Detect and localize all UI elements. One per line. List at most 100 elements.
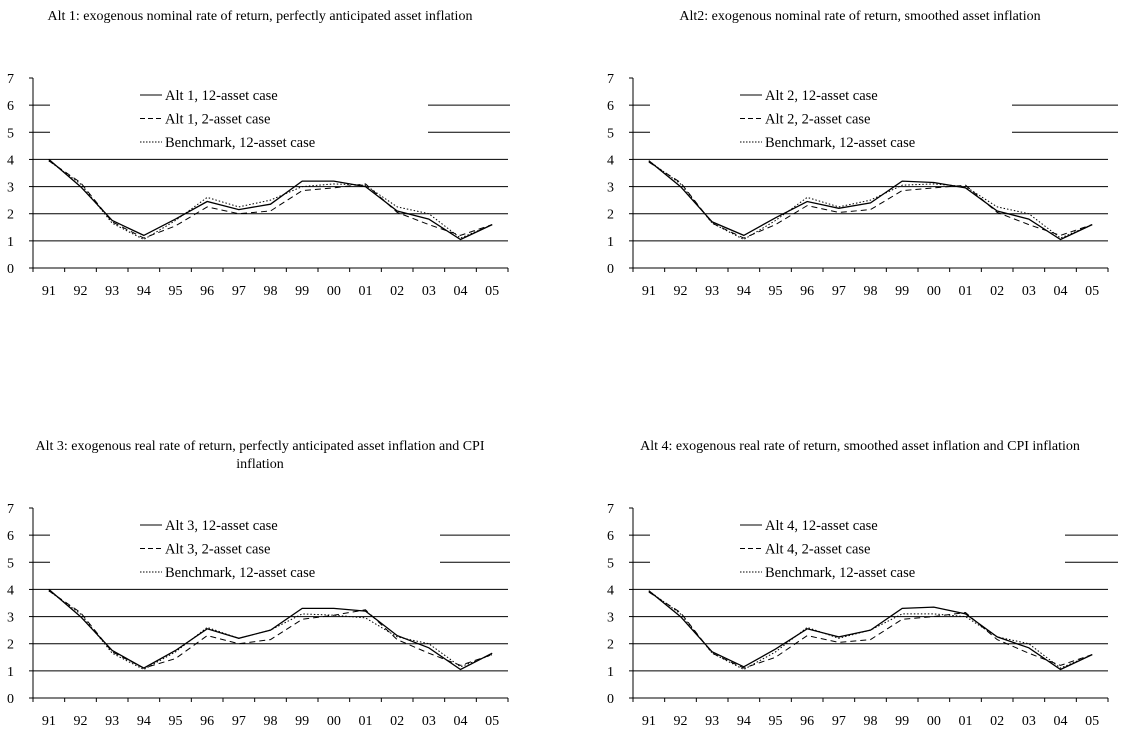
y-tick-label: 2 [607,638,614,653]
y-tick-label: 3 [7,611,14,626]
series-line-2 [648,161,1093,239]
y-tick-label: 5 [607,556,614,571]
x-tick-label: 93 [105,714,119,729]
x-tick-label: 00 [927,714,941,729]
y-tick-label: 7 [7,502,14,517]
x-tick-label: 04 [454,284,468,299]
chart-title: Alt 1: exogenous nominal rate of return,… [47,9,473,24]
x-tick-label: 94 [137,284,151,299]
y-tick-label: 1 [607,665,614,680]
x-tick-label: 04 [1054,284,1068,299]
x-tick-label: 03 [1022,714,1036,729]
chart-title: Alt 4: exogenous real rate of return, sm… [640,439,1080,454]
x-tick-label: 94 [737,284,751,299]
x-tick-label: 94 [137,714,151,729]
x-tick-label: 98 [864,714,878,729]
x-tick-label: 95 [169,714,183,729]
series-line-1 [48,588,493,671]
y-tick-label: 1 [607,235,614,250]
y-tick-label: 2 [7,208,14,223]
y-tick-label: 2 [7,638,14,653]
legend-label: Benchmark, 12-asset case [765,135,915,151]
x-tick-label: 96 [200,714,214,729]
series-line-3 [648,160,1093,241]
x-tick-label: 97 [232,284,246,299]
x-tick-label: 01 [359,284,373,299]
x-tick-label: 98 [264,284,278,299]
series-line-3 [48,590,493,671]
x-tick-label: 99 [895,714,909,729]
x-tick-label: 95 [169,284,183,299]
legend-label: Benchmark, 12-asset case [765,565,915,581]
x-tick-label: 92 [674,714,688,729]
legend-label: Benchmark, 12-asset case [165,565,315,581]
x-tick-label: 04 [454,714,468,729]
x-tick-label: 94 [737,714,751,729]
series-line-3 [48,160,493,241]
y-tick-label: 4 [7,153,14,168]
y-tick-label: 7 [607,72,614,87]
x-tick-label: 02 [390,284,404,299]
y-tick-label: 5 [607,126,614,141]
x-tick-label: 05 [485,714,499,729]
x-tick-label: 91 [42,284,56,299]
x-tick-label: 92 [74,284,88,299]
x-tick-label: 96 [800,284,814,299]
legend-label: Alt 4, 12-asset case [765,518,878,534]
series-line-3 [648,590,1093,671]
y-tick-label: 1 [7,665,14,680]
x-tick-label: 98 [864,284,878,299]
y-tick-label: 6 [7,99,14,114]
y-tick-label: 5 [7,556,14,571]
chart-title: Alt 3: exogenous real rate of return, pe… [35,439,485,472]
x-tick-label: 96 [800,714,814,729]
x-tick-label: 97 [832,714,846,729]
y-tick-label: 1 [7,235,14,250]
x-tick-label: 99 [895,284,909,299]
legend-label: Alt 4, 2-asset case [765,542,871,558]
series-line-1 [48,158,493,241]
x-tick-label: 91 [642,714,656,729]
y-tick-label: 3 [607,181,614,196]
y-tick-label: 3 [607,611,614,626]
x-tick-label: 02 [990,284,1004,299]
x-tick-label: 99 [295,284,309,299]
y-tick-label: 7 [7,72,14,87]
y-tick-label: 4 [607,583,614,598]
series-line-2 [48,160,493,239]
x-tick-label: 05 [485,284,499,299]
series-line-2 [48,590,493,669]
chart-title: Alt2: exogenous nominal rate of return, … [679,9,1041,24]
x-tick-label: 93 [105,284,119,299]
y-tick-label: 2 [607,208,614,223]
series-line-1 [648,160,1093,241]
x-tick-label: 00 [927,284,941,299]
x-tick-label: 97 [832,284,846,299]
x-tick-label: 91 [42,714,56,729]
x-tick-label: 01 [959,284,973,299]
y-tick-label: 6 [7,529,14,544]
x-tick-label: 97 [232,714,246,729]
legend-label: Alt 1, 12-asset case [165,88,278,104]
x-tick-label: 03 [422,714,436,729]
legend-label: Alt 3, 2-asset case [165,542,271,558]
x-tick-label: 01 [959,714,973,729]
legend-label: Alt 1, 2-asset case [165,112,271,128]
legend-label: Alt 2, 12-asset case [765,88,878,104]
series-line-1 [648,590,1093,671]
x-tick-label: 01 [359,714,373,729]
legend-label: Alt 3, 12-asset case [165,518,278,534]
x-tick-label: 99 [295,714,309,729]
x-tick-label: 96 [200,284,214,299]
x-tick-label: 05 [1085,714,1099,729]
x-tick-label: 92 [74,714,88,729]
x-tick-label: 00 [327,714,341,729]
x-tick-label: 92 [674,284,688,299]
x-tick-label: 03 [422,284,436,299]
x-tick-label: 93 [705,284,719,299]
y-tick-label: 0 [7,692,14,707]
